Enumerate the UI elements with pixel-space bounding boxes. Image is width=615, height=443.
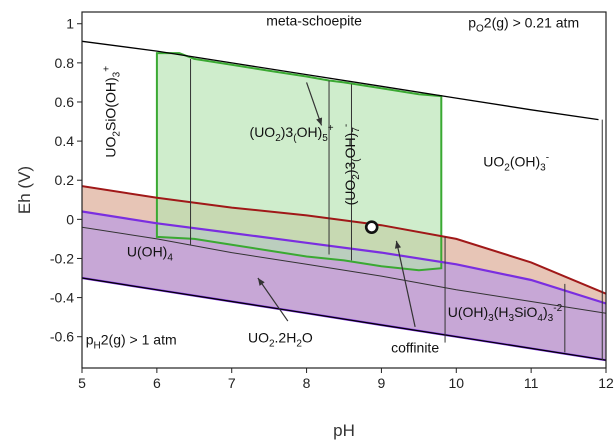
x-tick-label: 11 xyxy=(524,375,539,391)
meta-schoepite-label: meta-schoepite xyxy=(266,13,362,29)
y-axis-label: Eh (V) xyxy=(15,166,34,214)
annotation-arrowhead-2 xyxy=(394,240,402,249)
annotation-arrow-2 xyxy=(395,240,416,328)
x-tick-label: 6 xyxy=(153,375,161,391)
plot-content xyxy=(82,40,606,362)
plot-area: meta-schoepite pO2(g) > 0.21 atm (UO2)3(OH… xyxy=(82,13,606,362)
uo2-3-oh-7-label: (UO2)3(OH)7- xyxy=(341,124,362,206)
u-oh-4-label: U(OH)4 xyxy=(127,244,173,264)
uo2-2h2o-label: UO2.2H2O xyxy=(248,330,313,350)
annotation-arrowhead-1 xyxy=(257,278,265,286)
y-tick-label: -0.4 xyxy=(50,290,74,306)
ph2-annotation: pH2(g) > 1 atm xyxy=(86,332,177,352)
x-tick-label: 12 xyxy=(598,375,614,391)
o2-stability-line xyxy=(82,40,599,121)
y-tick-label: 0 xyxy=(66,211,74,227)
x-tick-label: 9 xyxy=(378,375,386,391)
y-tick-label: -0.6 xyxy=(50,329,74,345)
x-tick-label: 8 xyxy=(303,375,311,391)
coffinite-label: coffinite xyxy=(391,339,439,355)
uo2-3-oh-5-label: (UO2)3(OH)5+ xyxy=(250,123,334,144)
annotation-arrow-1 xyxy=(257,277,289,322)
axis-ticks: 5 6 7 8 9 10 11 12 -0.6 -0.4 -0.2 0 0.2 0.4 0.6 0.8 1 xyxy=(50,16,614,391)
y-tick-label: 0.2 xyxy=(55,172,75,188)
y-tick-label: 0.8 xyxy=(55,55,75,71)
y-tick-label: 0.4 xyxy=(55,133,75,149)
y-tick-label: -0.2 xyxy=(50,250,74,266)
uo2-boundary-line xyxy=(82,210,606,305)
sample-point-marker xyxy=(364,220,379,234)
y-tick-label: 0.6 xyxy=(55,94,75,110)
coffinite-boundary-line xyxy=(82,185,606,295)
annotation-arrow-0 xyxy=(306,82,323,126)
annotation-arrowhead-0 xyxy=(316,117,323,126)
x-tick-label: 7 xyxy=(228,375,236,391)
axes-frame xyxy=(81,11,607,369)
uoh4-boundary-line xyxy=(82,226,606,314)
u-oh3-h3sio4-3-label: U(OH)3(H3SiO4)3-2 xyxy=(448,303,563,324)
po2-annotation: pO2(g) > 0.21 atm xyxy=(468,15,579,35)
x-tick-label: 10 xyxy=(448,375,464,391)
uo2sio-oh3-label: UO2SiO(OH)3+ xyxy=(102,66,123,158)
y-tick-label: 1 xyxy=(66,16,74,32)
uo2-oh3-label: UO2(OH)3- xyxy=(483,153,549,174)
x-axis-label: pH xyxy=(333,421,355,440)
x-tick-label: 5 xyxy=(78,375,86,391)
h2-stability-line xyxy=(82,277,606,361)
